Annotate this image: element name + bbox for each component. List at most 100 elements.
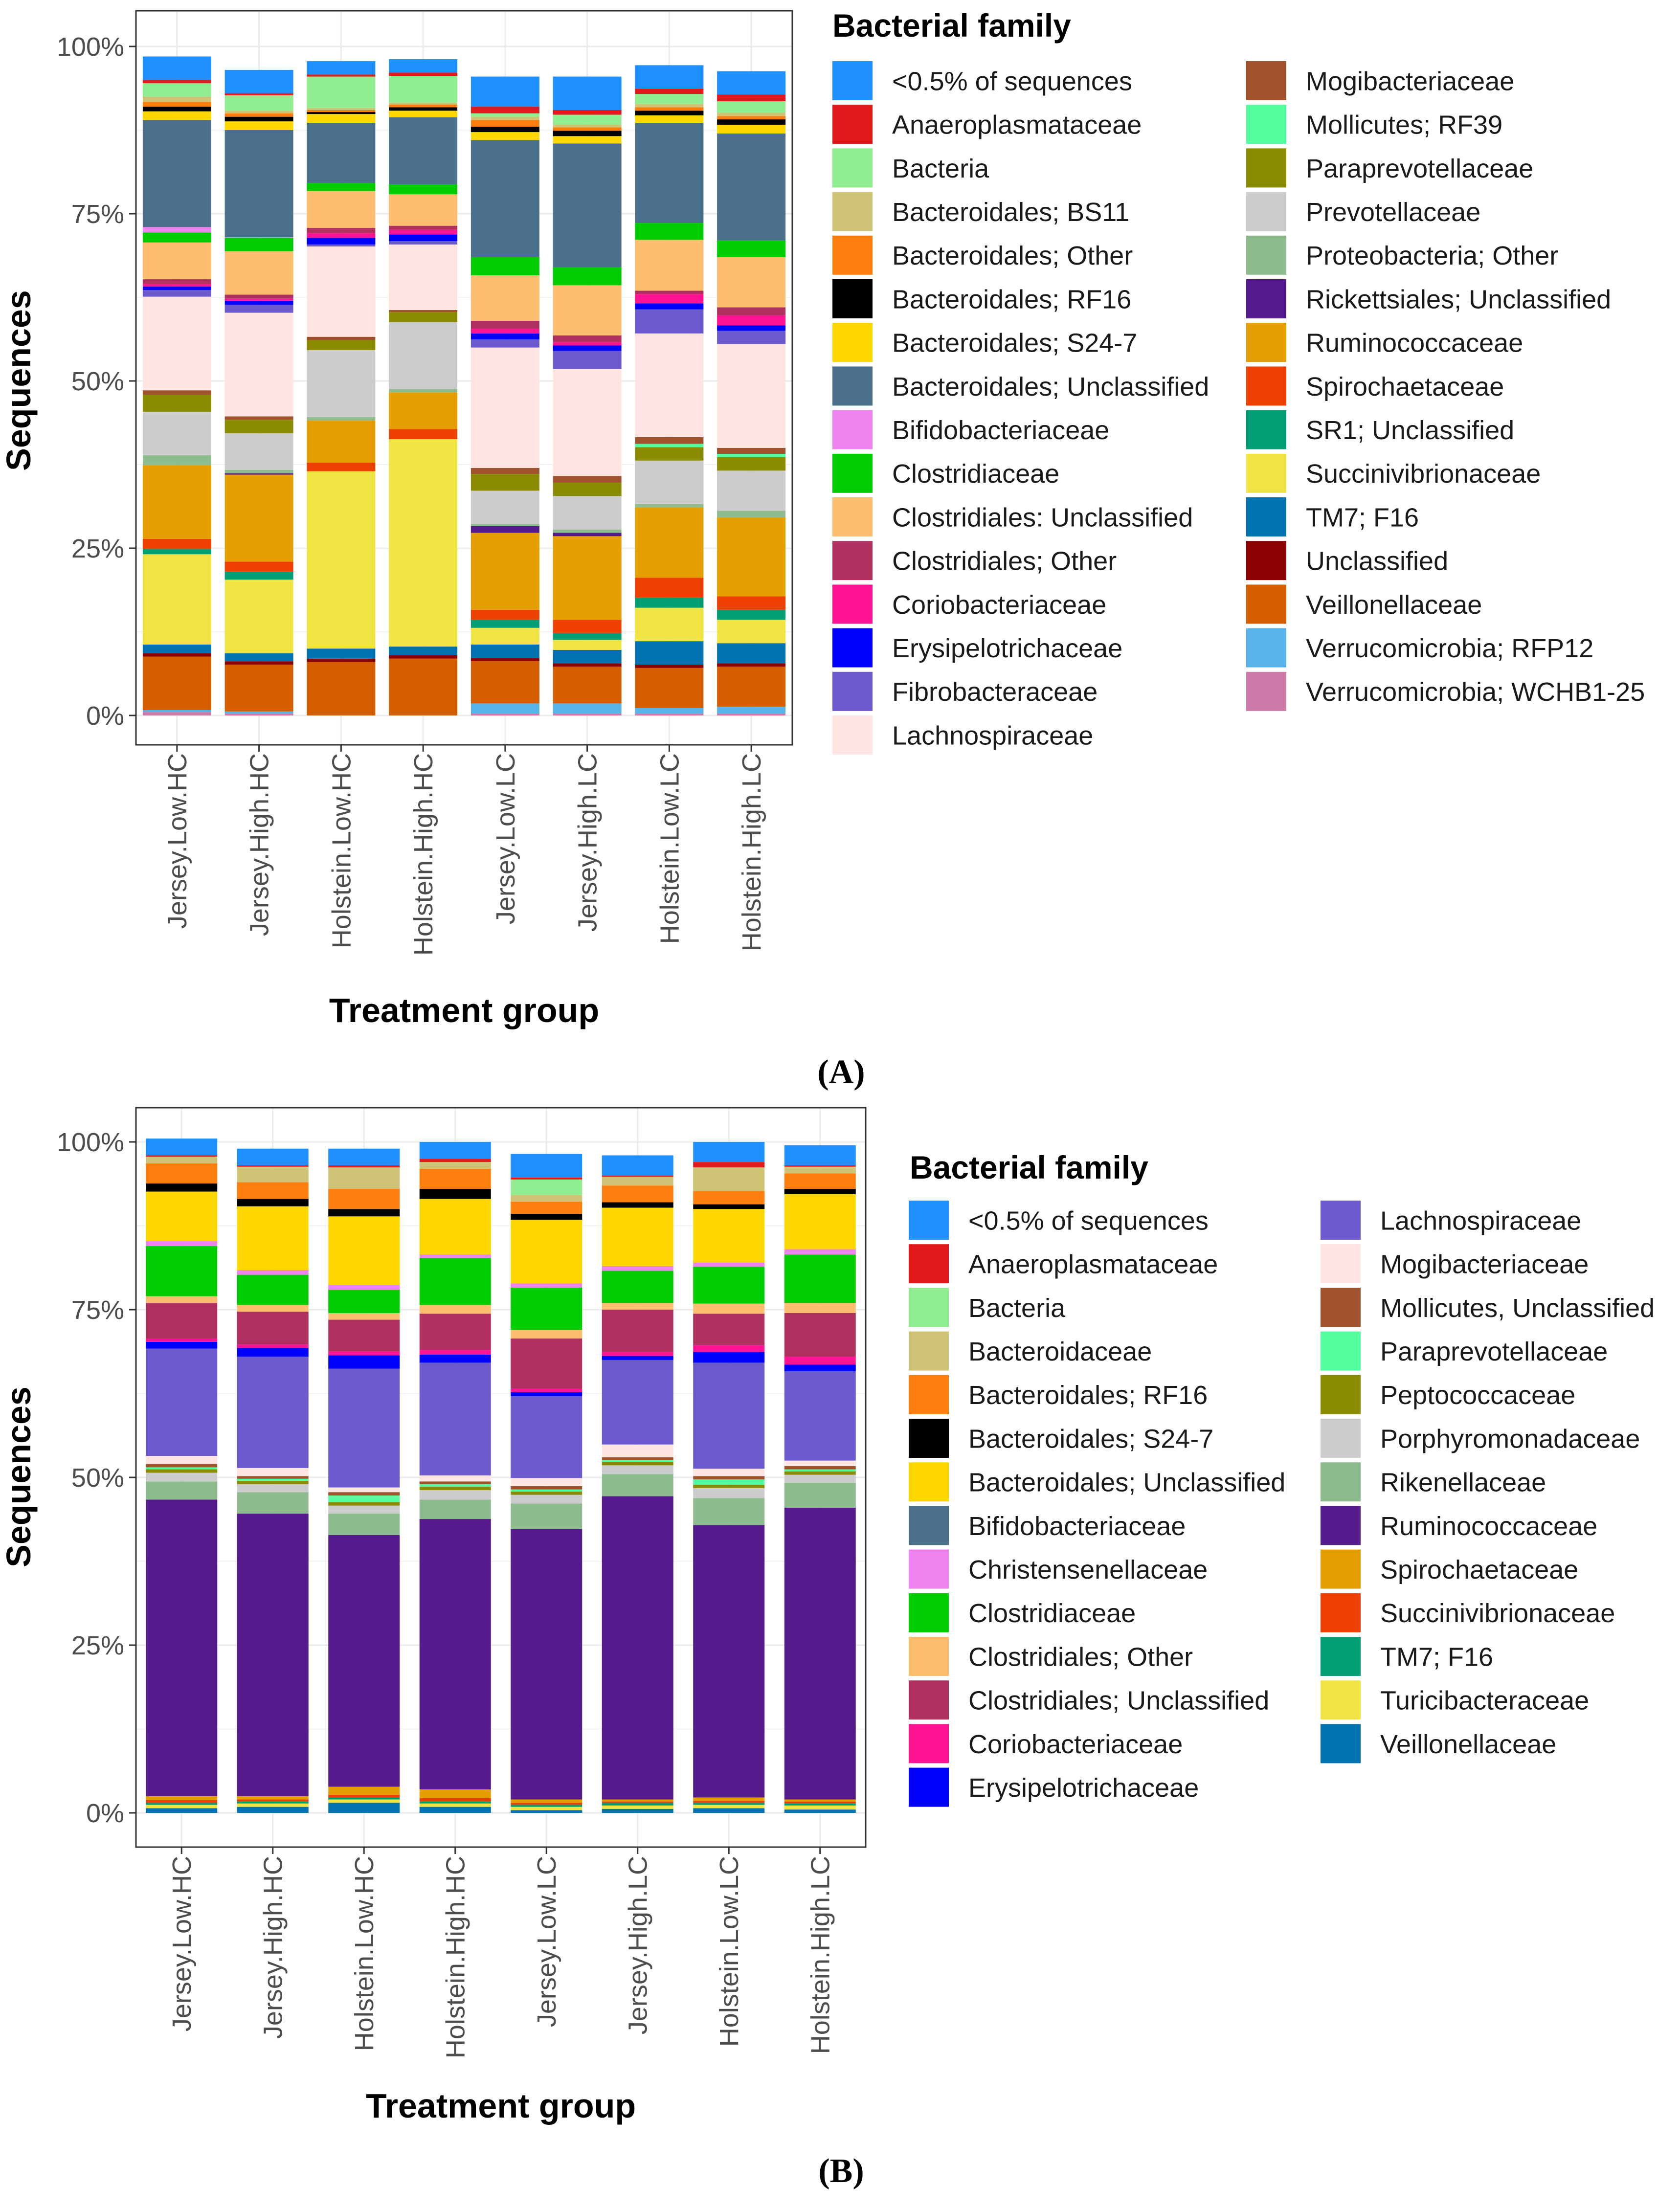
bar-holstein-high-hc-bacteroidales-unclassified	[389, 117, 458, 184]
bar-jersey-high-hc-coriobacteriaceae	[224, 298, 293, 301]
bar-jersey-high-lc-bacteroidaceae	[602, 1177, 673, 1186]
bar-jersey-high-lc-ruminococcaceae	[553, 536, 622, 620]
bar-holstein-high-hc-christensenellaceae	[419, 1254, 491, 1258]
bar-holstein-high-lc-prevotellaceae	[717, 470, 786, 511]
bar-holstein-high-hc-paraprevotellaceae	[389, 312, 458, 322]
bar-jersey-low-hc-peptococcaceae	[146, 1469, 218, 1473]
legend-label-bacteroidales-unclassified: Bacteroidales; Unclassified	[892, 372, 1209, 402]
bar-jersey-low-hc-paraprevotellaceae	[142, 395, 211, 412]
bar-holstein-low-lc-proteobacteria-other	[635, 504, 704, 508]
bar-holstein-low-lc-fibrobacteraceae	[635, 309, 704, 334]
legend-swatch-sr1-unclassified	[1246, 410, 1286, 449]
bar-holstein-low-hc-porphyromonadaceae	[328, 1505, 400, 1514]
legend-label-clostridiales-other: Clostridiales; Other	[892, 547, 1117, 576]
bar-holstein-low-lc-0-5-of-sequences	[635, 65, 704, 89]
bar-jersey-high-lc-peptococcaceae	[602, 1462, 673, 1466]
bar-holstein-low-lc-bacteria	[635, 94, 704, 104]
bar-jersey-low-hc-mogibacteriaceae	[142, 390, 211, 395]
bar-holstein-high-hc-mogibacteriaceae	[389, 310, 458, 312]
bar-jersey-low-hc-lachnospiraceae	[142, 296, 211, 391]
bar-holstein-high-lc-bacteroidales-rf16	[717, 119, 786, 125]
legend-label-lachnospiraceae: Lachnospiraceae	[1380, 1206, 1581, 1235]
legend-label-mogibacteriaceae: Mogibacteriaceae	[1380, 1250, 1589, 1279]
chart-a-svg: 0% 25% 50% 75% 100% Jersey.Low.HC Jersey.High.…	[0, 7, 1645, 1091]
legend-swatch-coriobacteriaceae	[909, 1724, 949, 1763]
bar-jersey-low-lc-bacteroidales-rf16	[470, 127, 539, 133]
bar-jersey-high-lc-bacteroidales-s24-7	[602, 1202, 673, 1208]
bar-jersey-low-hc-bacteroidales-other	[142, 102, 211, 107]
bar-holstein-low-hc-anaeroplasmataceae	[307, 74, 376, 77]
bar-holstein-high-hc-erysipelotrichaceae	[389, 234, 458, 242]
bar-holstein-low-hc-bacteria	[307, 76, 376, 108]
legend-label-succinivibrionaceae: Succinivibrionaceae	[1306, 459, 1541, 489]
bar-jersey-high-lc-mogibacteriaceae	[602, 1444, 673, 1457]
bar-jersey-high-hc-fibrobacteraceae	[224, 305, 293, 313]
legend-title: Bacterial family	[910, 1149, 1148, 1185]
bar-jersey-low-lc-tm7-f16	[470, 644, 539, 658]
panel-a: 0% 25% 50% 75% 100% Jersey.Low.HC Jersey.High.…	[0, 0, 1680, 1100]
bar-jersey-high-lc-tm7-f16	[602, 1803, 673, 1806]
bar-jersey-high-hc-tm7-f16	[224, 653, 293, 662]
bar-jersey-high-hc-peptococcaceae	[237, 1480, 309, 1484]
bar-jersey-high-lc-succinivibrionaceae	[553, 640, 622, 650]
legend-label-proteobacteria-other: Proteobacteria; Other	[1306, 241, 1558, 270]
legend-swatch-clostridiales-other	[909, 1637, 949, 1676]
bar-jersey-high-lc-bacteroidales-unclassified	[553, 143, 622, 268]
bar-holstein-low-hc-bacteroidales-unclassified	[328, 1216, 400, 1285]
bar-holstein-high-lc-erysipelotrichaceae	[784, 1364, 856, 1372]
bar-holstein-high-hc-bacteroidales-s24-7	[419, 1189, 491, 1199]
bar-jersey-low-hc-bacteroidales-rf16	[142, 107, 211, 112]
bar-jersey-low-hc-turicibacteraceae	[146, 1805, 218, 1808]
bar-holstein-low-hc-clostridiales-other	[328, 1313, 400, 1320]
bar-jersey-high-lc-ruminococcaceae	[602, 1496, 673, 1800]
bar-jersey-low-hc-erysipelotrichaceae	[142, 287, 211, 290]
panel-b: 0% 25% 50% 75% 100% Jersey.Low.HC Jersey.High.…	[0, 1100, 1680, 2209]
bar-holstein-low-hc-clostridiaceae	[307, 183, 376, 191]
bar-holstein-high-lc-bacteroidaceae	[784, 1166, 856, 1174]
bar-jersey-high-lc-clostridiales-other	[602, 1303, 673, 1310]
legend-swatch-christensenellaceae	[909, 1549, 949, 1589]
legend-swatch-anaeroplasmataceae	[832, 105, 873, 144]
bar-holstein-high-lc-succinivibrionaceae	[784, 1801, 856, 1804]
legend-swatch-lachnospiraceae	[832, 715, 873, 755]
bar-jersey-high-hc-verrucomicrobia-rfp12	[224, 711, 293, 714]
bar-holstein-low-hc-coriobacteriaceae	[307, 233, 376, 238]
bar-holstein-high-hc-bacteroidales-s24-7	[389, 111, 458, 118]
bar-holstein-high-hc-0-5-of-sequences	[389, 59, 458, 73]
legend-label-bacteria: Bacteria	[968, 1294, 1066, 1323]
legend-swatch-bacteroidales-other	[832, 235, 873, 275]
bar-holstein-low-lc-anaeroplasmataceae	[693, 1162, 765, 1168]
legend-swatch-verrucomicrobia-rfp12	[1246, 628, 1286, 668]
bar-jersey-high-lc-erysipelotrichaceae	[553, 345, 622, 351]
bar-jersey-low-hc-coriobacteriaceae	[142, 284, 211, 287]
bar-jersey-low-lc-tm7-f16	[511, 1805, 582, 1807]
bar-holstein-low-lc-mollicutes-unclassified	[693, 1476, 765, 1480]
bar-jersey-low-lc-erysipelotrichaceae	[511, 1392, 582, 1396]
bar-holstein-low-lc-bacteroidales-s24-7	[693, 1204, 765, 1209]
plot-border	[135, 10, 793, 746]
bar-holstein-low-hc-tm7-f16	[307, 648, 376, 659]
legend-label-turicibacteraceae: Turicibacteraceae	[1380, 1686, 1589, 1716]
x-axis-title: Treatment group	[366, 2087, 636, 2125]
bar-jersey-low-lc-succinivibrionaceae	[511, 1803, 582, 1805]
bar-holstein-low-lc-sr1-unclassified	[635, 598, 704, 608]
bar-jersey-high-lc-0-5-of-sequences	[553, 76, 622, 110]
bar-holstein-high-lc-ruminococcaceae	[784, 1507, 856, 1800]
legend-label-verrucomicrobia-wchb1-25: Verrucomicrobia; WCHB1-25	[1306, 677, 1645, 707]
bar-jersey-high-lc-rickettsiales-unclassified	[553, 533, 622, 536]
legend-label-veillonellaceae: Veillonellaceae	[1380, 1730, 1556, 1759]
legend-swatch-prevotellaceae	[1246, 192, 1286, 231]
bar-holstein-high-hc-porphyromonadaceae	[419, 1490, 491, 1500]
bar-jersey-low-lc-spirochaetaceae	[470, 609, 539, 620]
bar-jersey-high-hc-christensenellaceae	[237, 1270, 309, 1275]
legend-label-anaeroplasmataceae: Anaeroplasmataceae	[892, 111, 1142, 140]
bar-jersey-low-hc-mollicutes-unclassified	[146, 1464, 218, 1468]
bar-jersey-high-hc-anaeroplasmataceae	[237, 1165, 309, 1167]
bar-holstein-high-hc-clostridiales-other	[389, 225, 458, 230]
bar-holstein-high-lc-mollicutes-unclassified	[784, 1466, 856, 1470]
bar-holstein-low-lc-bacteroidales-rf16	[635, 111, 704, 115]
legend-swatch-veillonellaceae	[1246, 584, 1286, 624]
bar-holstein-high-lc-tm7-f16	[784, 1803, 856, 1806]
bar-holstein-low-lc-veillonellaceae	[693, 1808, 765, 1813]
bar-jersey-low-lc-prevotellaceae	[470, 491, 539, 524]
